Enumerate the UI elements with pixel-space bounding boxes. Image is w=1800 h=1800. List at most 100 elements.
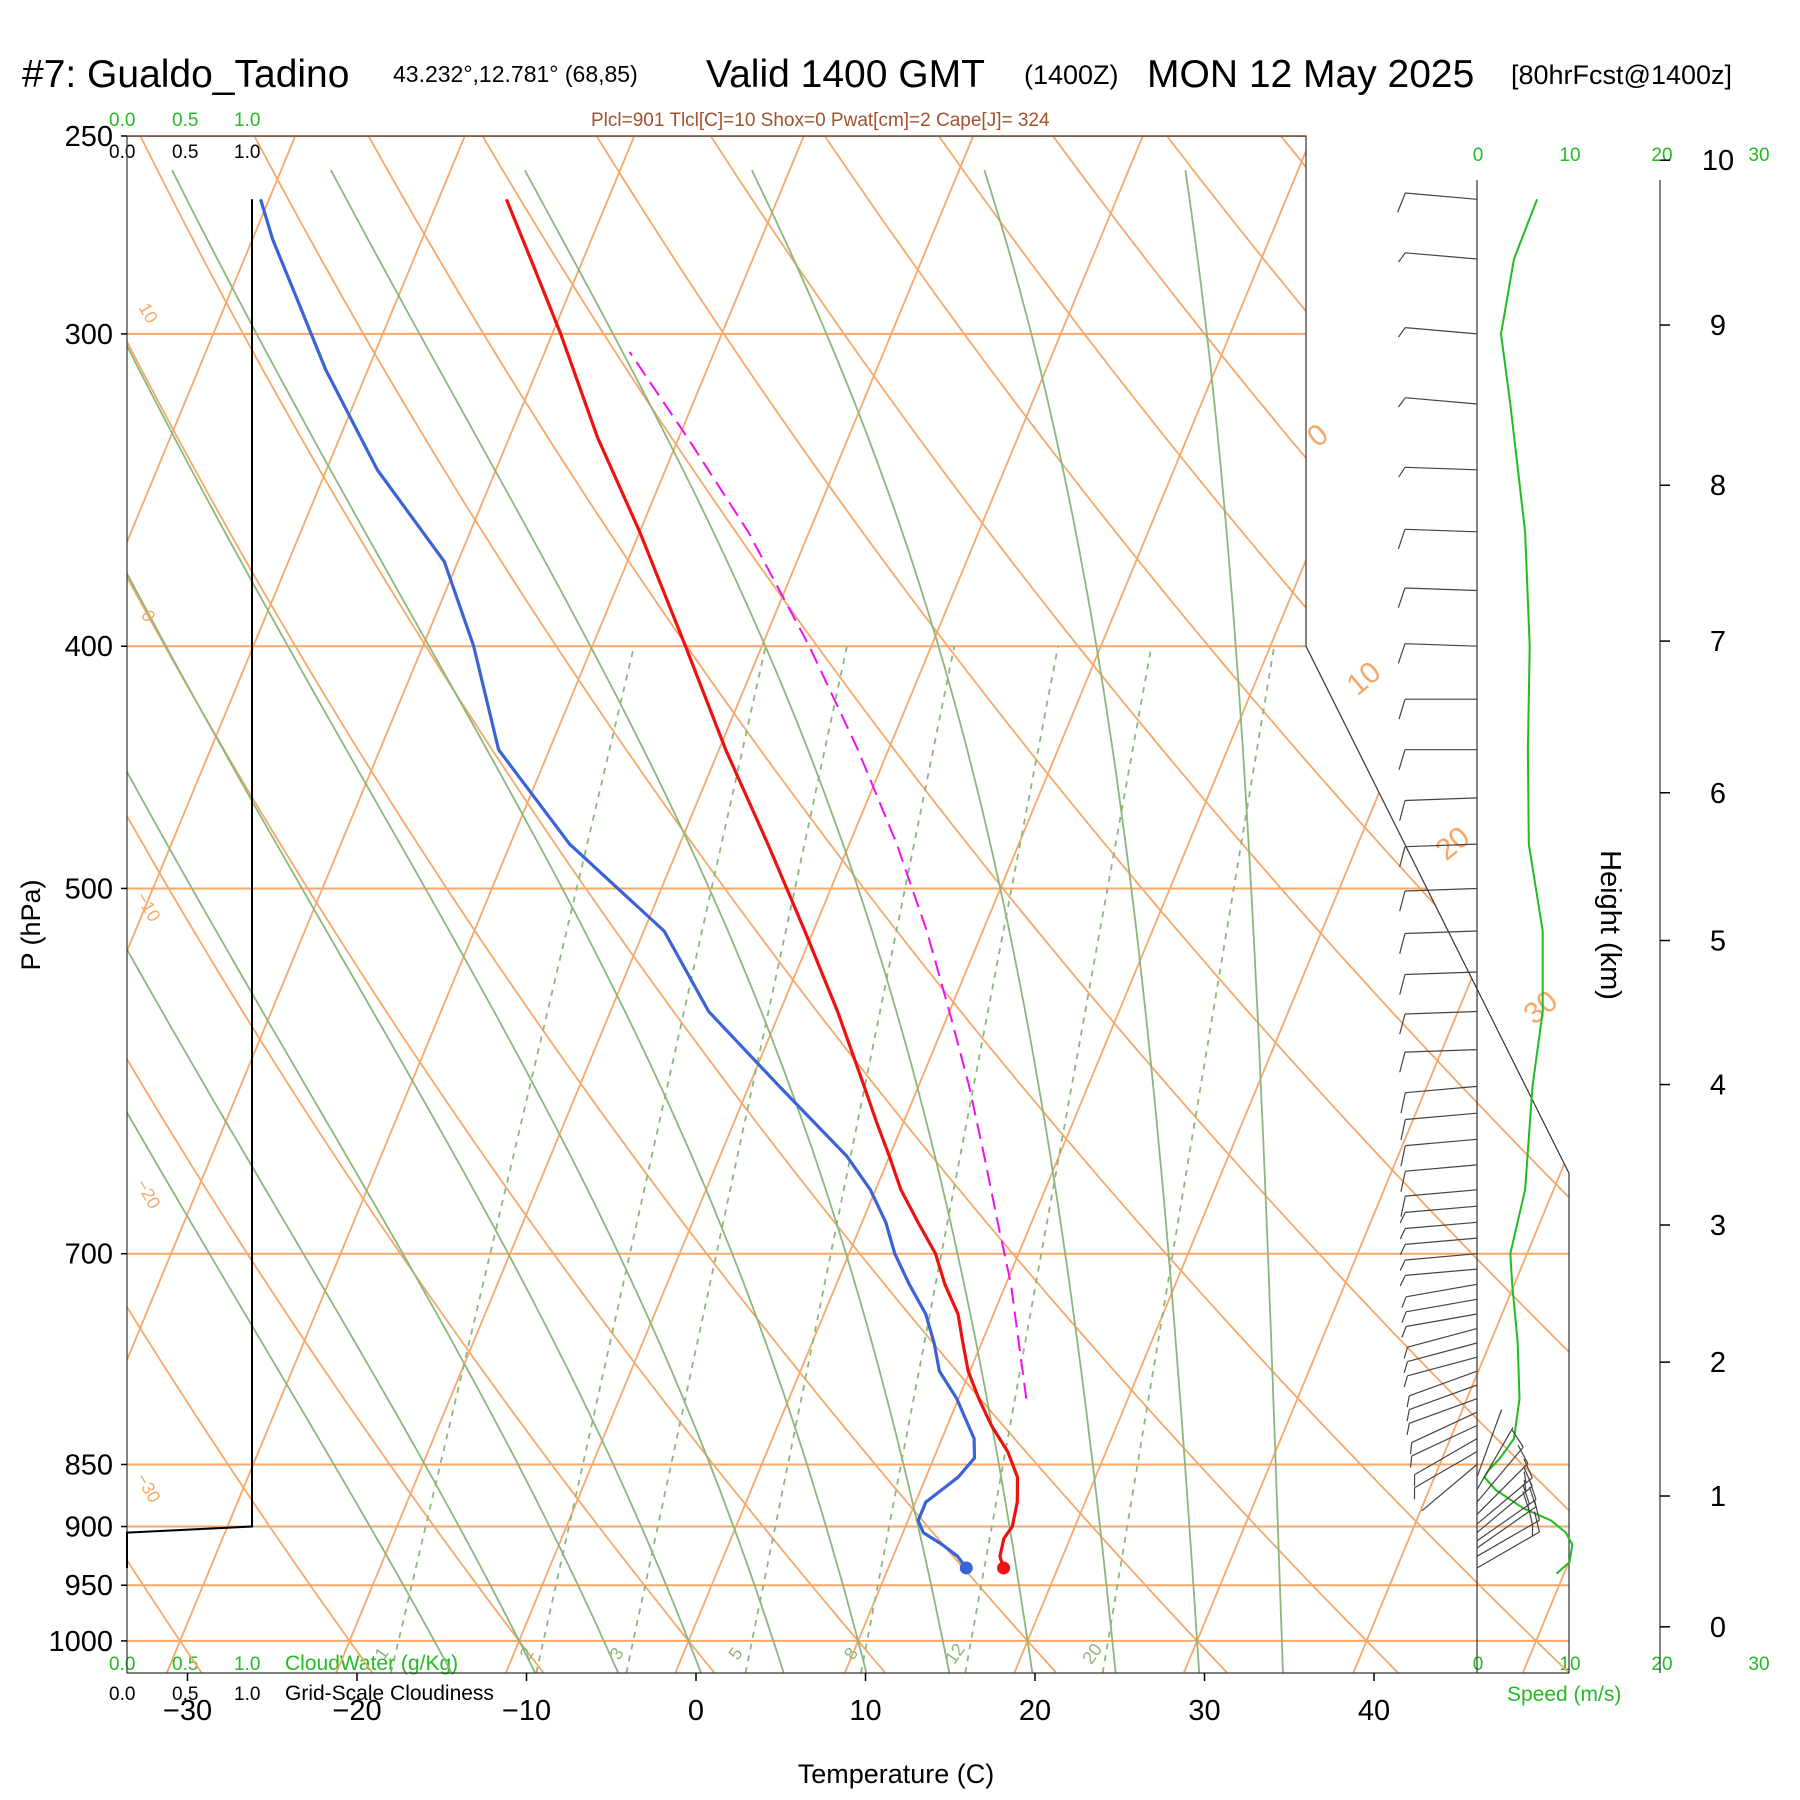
wind-barb	[1399, 887, 1478, 912]
isotherm-line	[127, 136, 636, 1673]
dry-adiabat-line	[127, 136, 887, 1673]
wind-barb	[1398, 698, 1477, 720]
moist-adiabat-line	[751, 169, 1117, 1673]
wind-barb	[1476, 1486, 1537, 1549]
speed-tick-top: 20	[1651, 145, 1672, 166]
wind-barb	[1399, 1237, 1478, 1256]
speed-tick-bottom: 0	[1473, 1654, 1484, 1675]
height-tick-label: 7	[1710, 626, 1726, 658]
height-axis-title: Height (km)	[1594, 850, 1626, 1000]
wind-barb	[1399, 1268, 1478, 1287]
wind-barb	[1476, 1499, 1540, 1557]
wind-barb	[1476, 1409, 1503, 1478]
moist-adiabat-line	[983, 169, 1201, 1673]
dry-adiabat-line	[1166, 136, 1569, 1673]
y-axis-title: P (hPa)	[16, 879, 46, 970]
isotherm-line	[504, 136, 1144, 1673]
cloudiness-line	[126, 199, 253, 1568]
moist-adiabat-line	[127, 169, 702, 1673]
wind-barb	[1400, 1112, 1478, 1141]
isotherm-line	[165, 136, 805, 1673]
pressure-tick-label: 700	[65, 1239, 113, 1271]
dry-adiabat-label: −20	[132, 1176, 165, 1212]
wind-barb	[1399, 971, 1478, 995]
temperature-tick-label: −30	[163, 1695, 212, 1727]
cloudiness-tick: 1.0	[234, 1684, 260, 1705]
dry-adiabat-line	[127, 136, 1058, 1673]
wind-barb	[1397, 192, 1478, 213]
isotherm-line	[674, 136, 1314, 1673]
temperature-tick-label: 40	[1358, 1695, 1390, 1727]
pressure-tick-label: 500	[65, 873, 113, 905]
temperature-tick-label: 10	[849, 1695, 881, 1727]
pressure-tick-label: 1000	[48, 1626, 113, 1658]
speed-axis-label: Speed (m/s)	[1507, 1683, 1621, 1706]
height-tick-label: 9	[1710, 310, 1726, 342]
dry-adiabat-line	[1508, 136, 1569, 1673]
cloudiness-tick: 0.5	[172, 142, 198, 163]
wind-barb	[1413, 1438, 1478, 1487]
dry-adiabat-line	[127, 136, 716, 1673]
height-tick-label: 1	[1710, 1481, 1726, 1513]
wind-barb	[1421, 1464, 1478, 1512]
mixing-ratio-line	[625, 646, 848, 1673]
wind-barb	[1397, 587, 1478, 608]
wind-barb	[1409, 1424, 1478, 1468]
speed-tick-top: 30	[1748, 145, 1769, 166]
plot-frame	[126, 135, 1661, 1674]
wind-barb	[1401, 1283, 1478, 1308]
moist-adiabat-line	[1184, 170, 1284, 1673]
cloudiness-tick: 0.0	[109, 1684, 135, 1705]
dry-adiabat-line	[1052, 136, 1569, 1673]
wind-barb	[1476, 1429, 1524, 1503]
cloudwater-tick: 0.5	[172, 1654, 198, 1675]
dry-adiabat-label: 10	[135, 299, 162, 326]
cloudiness-tick: 0.0	[109, 142, 135, 163]
wind-barb	[1476, 1427, 1514, 1491]
mixing-ratio-label: 5	[725, 1644, 747, 1664]
mixing-ratio-line	[964, 646, 1153, 1673]
wind-barb	[1406, 1398, 1478, 1435]
dewpoint-surface-dot	[959, 1561, 973, 1575]
wind-barb	[1400, 1164, 1478, 1192]
height-tick-label: 6	[1710, 778, 1726, 810]
dry-adiabat-line	[139, 136, 1229, 1673]
wind-barb	[1399, 1010, 1478, 1035]
pressure-tick-label: 400	[65, 631, 113, 663]
wind-barb	[1399, 1049, 1478, 1073]
cloudwater-tick: 0.5	[172, 110, 198, 131]
wind-barb	[1398, 466, 1478, 478]
speed-tick-top: 0	[1473, 145, 1484, 166]
cloudiness-tick: 1.0	[234, 142, 260, 163]
dry-adiabat-line	[1280, 136, 1569, 1673]
zulu-time: (1400Z)	[1024, 60, 1119, 90]
sounding-profiles	[259, 198, 1028, 1575]
wind-profile	[1397, 192, 1574, 1575]
wind-barb	[1403, 1342, 1478, 1373]
dry-adiabat-line	[127, 136, 374, 1673]
wind-barb	[1409, 1411, 1478, 1455]
station-title: #7: Gualdo_Tadino	[22, 53, 349, 96]
moist-adiabat-label: 20	[1430, 820, 1477, 867]
dry-adiabat-line	[1623, 136, 1800, 1673]
wind-barb	[1400, 1085, 1478, 1114]
wind-barb	[1476, 1458, 1533, 1525]
cloudwater-tick: 1.0	[234, 1654, 260, 1675]
moist-adiabat-line	[524, 169, 1034, 1673]
temperature-tick-label: 30	[1188, 1695, 1220, 1727]
isotherm-line	[1182, 136, 1569, 1673]
wind-barb	[1476, 1466, 1533, 1534]
wind-barb	[1476, 1511, 1540, 1569]
dry-adiabat-label: −30	[132, 1470, 165, 1506]
wind-barb	[1403, 1328, 1478, 1359]
wind-barb	[1397, 528, 1478, 550]
moist-adiabat-line	[127, 169, 785, 1673]
wind-barb	[1398, 749, 1477, 770]
speed-tick-top: 10	[1559, 145, 1580, 166]
wind-barb	[1401, 1313, 1478, 1338]
moist-adiabat-label: 10	[1341, 655, 1388, 702]
temperature-tick-label: 20	[1019, 1695, 1051, 1727]
wind-barb	[1399, 930, 1478, 954]
